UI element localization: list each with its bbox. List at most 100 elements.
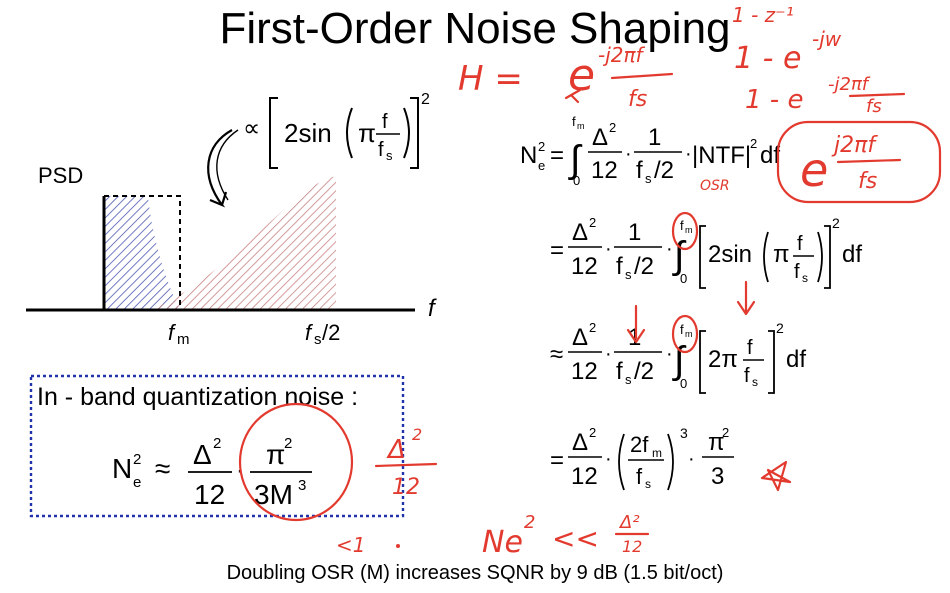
inband-heading: In - band quantization noise : xyxy=(37,383,358,411)
ann-h-eq: H = xyxy=(458,59,523,99)
shaping-exp: 2 xyxy=(421,91,430,108)
d2-delta-sup: 2 xyxy=(589,215,596,230)
d3-delta: Δ xyxy=(572,324,588,351)
d1-lhs-sup: 2 xyxy=(538,139,545,154)
d3-dot1: · xyxy=(605,343,612,365)
shaping-den-sub: s xyxy=(386,148,393,163)
slide-title: First-Order Noise Shaping xyxy=(219,4,731,53)
d3-fs: f xyxy=(616,358,623,385)
d3-fs-rest: /2 xyxy=(634,358,654,385)
inband-noise-region xyxy=(104,196,180,310)
d3-upper: f xyxy=(680,322,684,337)
d3-upper-sub: m xyxy=(685,329,693,339)
ann-scribble-mark xyxy=(564,88,582,104)
d2-f: f xyxy=(797,233,803,255)
d2-dot2: · xyxy=(666,238,673,260)
d1-ntf-sup: 2 xyxy=(750,136,757,151)
d4-fs-sub: s xyxy=(645,477,651,491)
inband-num2: π xyxy=(266,439,285,470)
d4-three: 3 xyxy=(711,463,724,490)
derivation-line-2: = Δ 2 12 · 1 f s /2 · ∫ f m 0 2sin π f f… xyxy=(550,215,862,289)
d2-2sin: 2sin xyxy=(708,241,752,268)
d1-upper-sub: m xyxy=(577,121,585,131)
ann-boxed-exp: j2πf xyxy=(831,133,878,158)
ann-ne-sup: 2 xyxy=(524,512,535,533)
d1-eq: = xyxy=(550,142,564,169)
ann-ne: Ne xyxy=(482,525,523,560)
ann-e-jw-exp: -jw xyxy=(812,27,842,51)
ann-dot xyxy=(396,544,400,548)
d3-delta-sup: 2 xyxy=(589,320,596,335)
inband-lhs-sub: e xyxy=(133,474,141,491)
derivation-line-3: ≈ Δ 2 12 · 1 f s /2 · ∫ f m 0 2π f f s 2… xyxy=(550,320,806,394)
ann-delta-sq-sup: 2 xyxy=(412,425,422,444)
d1-delta-sup: 2 xyxy=(609,120,616,135)
ann-e3-den: fs xyxy=(866,96,882,117)
tick-fs-rest: /2 xyxy=(322,320,340,345)
d3-dot2: · xyxy=(666,343,673,365)
d1-df: df xyxy=(760,142,780,169)
d4-fs: f xyxy=(636,464,643,489)
d2-fs: f xyxy=(616,253,623,280)
curved-arrow-icon xyxy=(207,129,233,208)
d2-integral: ∫ xyxy=(672,235,687,277)
inband-den2-sup: 3 xyxy=(298,477,306,494)
d2-twelve: 12 xyxy=(571,253,598,280)
ann-delta-sq: Δ xyxy=(386,435,406,465)
d1-lower: 0 xyxy=(573,173,580,188)
d4-delta: Δ xyxy=(572,429,588,456)
inband-num1-sup: 2 xyxy=(213,435,221,452)
d1-integral: ∫ xyxy=(568,139,583,181)
ann-circle-fm-1 xyxy=(671,211,699,251)
shaped-noise-region xyxy=(150,176,336,310)
inband-lhs-sup: 2 xyxy=(133,451,141,468)
left-bracket xyxy=(269,97,278,169)
d1-one: 1 xyxy=(648,124,661,151)
inband-den1: 12 xyxy=(194,479,225,510)
d4-dot1: · xyxy=(605,448,612,470)
ann-boxed-e: e xyxy=(800,143,828,197)
d1-fs-rest: /2 xyxy=(654,157,674,184)
d3-2pi: 2π xyxy=(708,346,738,373)
ann-e3-exp: -j2πf xyxy=(828,74,871,95)
d1-ntf: |NTF| xyxy=(692,142,751,169)
shaping-den: f xyxy=(378,139,384,161)
ann-circle-inband xyxy=(238,402,354,522)
d2-delta: Δ xyxy=(572,219,588,246)
inband-num1: Δ xyxy=(193,439,212,470)
d1-delta: Δ xyxy=(592,124,608,151)
d3-fs2-sub: s xyxy=(752,375,758,389)
d3-df: df xyxy=(786,346,806,373)
d1-fs-sub: s xyxy=(645,171,652,186)
d4-dot2: · xyxy=(688,448,695,470)
d1-upper: f xyxy=(572,114,576,129)
ann-small-den: 12 xyxy=(622,537,642,556)
derivation-line-4: = Δ 2 12 · 2f m f s 3 · π 2 3 xyxy=(550,425,734,491)
inband-num2-sup: 2 xyxy=(284,435,292,452)
d3-fs-sub: s xyxy=(625,372,632,387)
ann-circle-fm-2 xyxy=(671,314,699,354)
ann-e1: e xyxy=(568,50,595,101)
d4-twelve: 12 xyxy=(571,463,598,490)
tick-fs-sub: s xyxy=(314,331,322,348)
shaping-formula: ∝ 2sin π f f s 2 xyxy=(243,91,430,169)
d2-upper-sub: m xyxy=(685,225,693,235)
d4-cube: 3 xyxy=(680,425,688,441)
ann-line3: 1 - e xyxy=(745,85,803,115)
left-paren xyxy=(346,107,353,159)
ann-e-jw: 1 - e xyxy=(734,41,801,76)
d2-one: 1 xyxy=(628,219,641,246)
d3-integral: ∫ xyxy=(672,340,687,382)
d2-dot1: · xyxy=(605,238,612,260)
d2-pi: π xyxy=(773,241,790,268)
ann-star-icon xyxy=(760,460,792,492)
ann-arrow-down-1 xyxy=(736,280,756,316)
ann-lt-one: <1 xyxy=(336,533,365,557)
right-bracket xyxy=(410,97,419,169)
ann-arrow-down-2 xyxy=(626,304,646,344)
d4-2f: 2f xyxy=(630,432,649,457)
ann-ll: << xyxy=(552,522,599,555)
d3-one: 1 xyxy=(628,324,641,351)
ann-e1-den: fs xyxy=(628,87,647,112)
